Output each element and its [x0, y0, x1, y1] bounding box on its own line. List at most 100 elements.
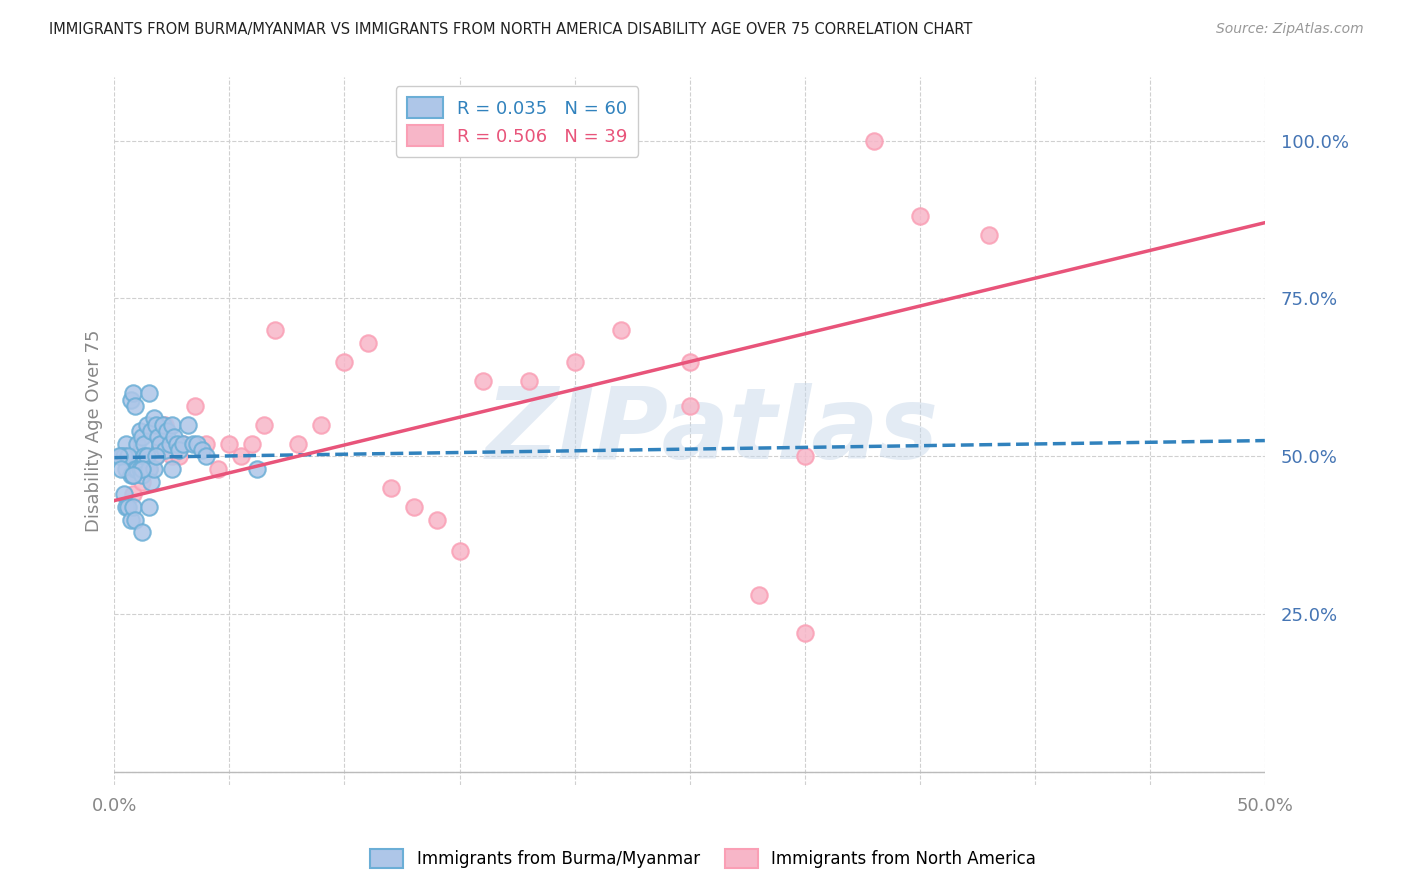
Point: [149, 436, 172, 450]
Point: [517, 374, 540, 388]
Point: [120, 512, 142, 526]
Point: [166, 436, 188, 450]
Point: [181, 436, 204, 450]
Point: [195, 436, 218, 450]
Point: [131, 430, 153, 444]
Text: ZIPatlas: ZIPatlas: [486, 383, 939, 480]
Point: [678, 354, 700, 368]
Point: [152, 417, 174, 432]
Point: [160, 450, 183, 464]
Point: [471, 374, 494, 388]
Point: [167, 443, 190, 458]
Point: [131, 468, 153, 483]
Point: [977, 228, 1000, 243]
Point: [127, 462, 149, 476]
Point: [253, 417, 276, 432]
Point: [127, 450, 149, 464]
Point: [380, 481, 402, 495]
Point: [748, 588, 770, 602]
Point: [115, 436, 138, 450]
Point: [141, 424, 163, 438]
Point: [135, 417, 157, 432]
Point: [131, 525, 153, 540]
Point: [163, 430, 186, 444]
Point: [172, 436, 194, 450]
Point: [333, 354, 356, 368]
Text: IMMIGRANTS FROM BURMA/MYANMAR VS IMMIGRANTS FROM NORTH AMERICA DISABILITY AGE OV: IMMIGRANTS FROM BURMA/MYANMAR VS IMMIGRA…: [49, 22, 973, 37]
Point: [110, 450, 132, 464]
Point: [425, 512, 447, 526]
Point: [138, 462, 160, 476]
Y-axis label: Disability Age Over 75: Disability Age Over 75: [86, 330, 103, 533]
Point: [862, 134, 884, 148]
Point: [402, 500, 425, 514]
Point: [127, 450, 149, 464]
Point: [121, 487, 143, 501]
Point: [145, 450, 167, 464]
Point: [449, 544, 471, 558]
Point: [128, 462, 150, 476]
Point: [112, 487, 135, 501]
Point: [311, 417, 333, 432]
Point: [167, 450, 190, 464]
Point: [142, 462, 165, 476]
Point: [287, 436, 309, 450]
Point: [121, 386, 143, 401]
Point: [128, 424, 150, 438]
Point: [186, 436, 208, 450]
Point: [153, 443, 176, 458]
Point: [135, 450, 157, 464]
Point: [115, 450, 138, 464]
Point: [160, 417, 183, 432]
Point: [124, 462, 146, 476]
Point: [156, 424, 179, 438]
Point: [146, 430, 169, 444]
Text: Source: ZipAtlas.com: Source: ZipAtlas.com: [1216, 22, 1364, 37]
Point: [195, 450, 218, 464]
Point: [229, 450, 252, 464]
Point: [131, 462, 153, 476]
Point: [141, 475, 163, 489]
Point: [356, 335, 378, 350]
Point: [117, 500, 139, 514]
Point: [218, 436, 240, 450]
Point: [138, 386, 160, 401]
Point: [191, 443, 214, 458]
Point: [177, 417, 200, 432]
Point: [153, 417, 176, 432]
Point: [112, 450, 135, 464]
Point: [124, 512, 146, 526]
Legend: R = 0.035   N = 60, R = 0.506   N = 39: R = 0.035 N = 60, R = 0.506 N = 39: [395, 87, 638, 157]
Legend: Immigrants from Burma/Myanmar, Immigrants from North America: Immigrants from Burma/Myanmar, Immigrant…: [363, 842, 1043, 875]
Point: [115, 462, 138, 476]
Point: [184, 399, 207, 413]
Point: [138, 500, 160, 514]
Point: [207, 462, 229, 476]
Point: [264, 323, 287, 337]
Point: [124, 399, 146, 413]
Point: [160, 462, 183, 476]
Point: [246, 462, 269, 476]
Point: [131, 475, 153, 489]
Point: [134, 450, 156, 464]
Point: [793, 626, 815, 640]
Point: [138, 462, 160, 476]
Point: [110, 462, 132, 476]
Point: [121, 468, 143, 483]
Point: [120, 392, 142, 407]
Point: [108, 450, 131, 464]
Point: [145, 450, 167, 464]
Point: [145, 417, 167, 432]
Point: [121, 468, 143, 483]
Point: [134, 436, 156, 450]
Point: [793, 450, 815, 464]
Point: [678, 399, 700, 413]
Point: [242, 436, 264, 450]
Point: [564, 354, 586, 368]
Point: [120, 468, 142, 483]
Point: [159, 436, 181, 450]
Point: [609, 323, 631, 337]
Point: [121, 500, 143, 514]
Point: [142, 411, 165, 425]
Point: [127, 436, 149, 450]
